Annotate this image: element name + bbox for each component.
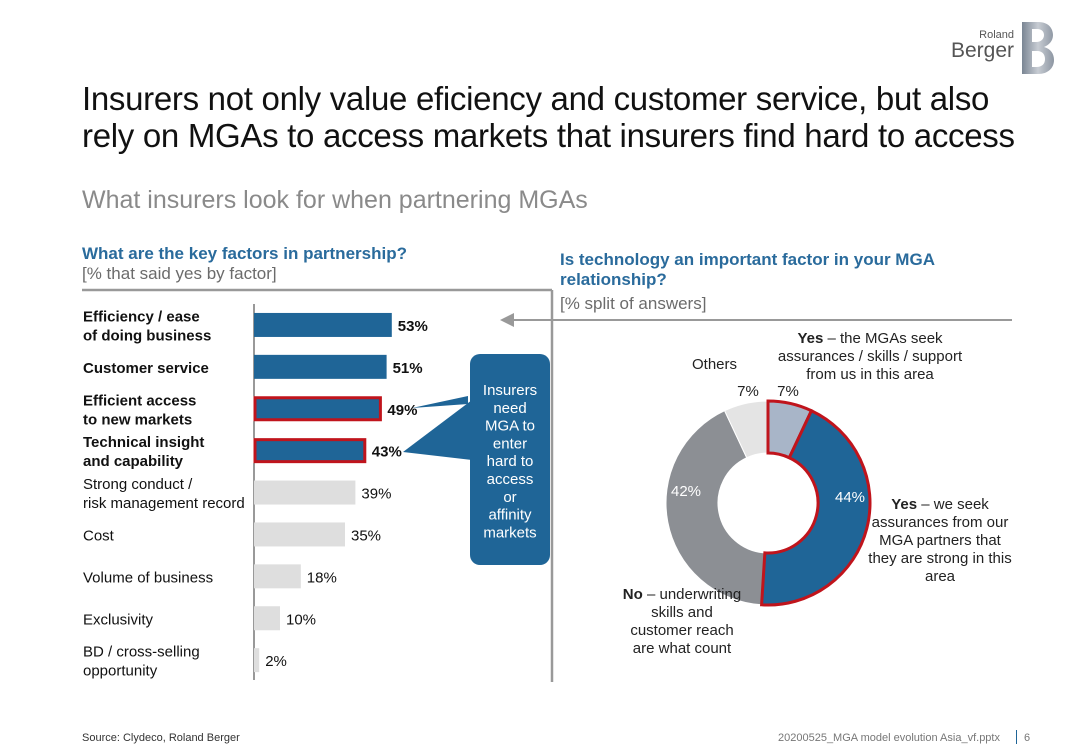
bar-7 [254,606,280,631]
bar-value-label: 10% [286,611,316,628]
callout-line: enter [493,435,527,452]
category-label: Efficiency / ease [83,308,200,325]
right-unit: [% split of answers] [560,294,707,313]
donut-slice-label: 42% [671,483,701,500]
annotation-no: No – underwriting skills and customer re… [612,586,752,658]
bar-0 [254,312,392,337]
bar-5 [254,522,345,547]
callout-line: Insurers [483,382,537,399]
annotation-yes-strong-l4: they are strong in this [868,550,1012,567]
footer-page: 6 [1024,732,1031,744]
annotation-others: Others [692,356,738,373]
annotation-no-l1: – underwriting [642,586,742,603]
annotation-yes-strong-l5: area [924,568,956,585]
annotation-yes-skills-bold: Yes [797,330,824,347]
bar-6 [254,564,301,589]
annotation-yes-strong-l3: MGA partners that [879,532,1001,549]
category-label: of doing business [83,327,211,344]
logo-mark-icon [1022,22,1054,74]
bar-value-label: 18% [307,569,337,586]
right-question: Is technology an important factor in you… [560,250,935,289]
bar-value-label: 2% [265,653,287,670]
donut-slice-1 [760,408,872,607]
callout-pointer-bottom [403,400,472,460]
bar-4 [254,480,356,505]
category-label: BD / cross-selling [83,644,200,661]
category-label: Volume of business [83,569,213,586]
category-label: to new markets [83,411,192,428]
donut-slice-label: 7% [777,383,799,400]
category-label: opportunity [83,663,158,680]
category-label: Efficient access [83,392,196,409]
bar-value-label: 51% [393,360,423,377]
left-unit: [% that said yes by factor] [82,264,277,283]
callout-line: hard to [487,453,534,470]
footer-separator [1016,730,1017,744]
bar-3 [253,438,367,464]
page-title: Insurers not only value eficiency and cu… [82,80,1015,154]
logo-text-roland: Roland [979,29,1014,41]
donut-slice-label: 7% [737,383,759,400]
bar-value-label: 39% [361,486,391,503]
roland-berger-logo: Roland Berger [940,20,1060,76]
bar-value-label: 35% [351,527,381,544]
bar-value-label: 49% [387,402,417,419]
annotation-yes-strong-l2: assurances from our [871,514,1009,531]
annotation-no-bold: No [622,586,643,603]
footer-file: 20200525_MGA model evolution Asia_vf.ppt… [778,732,1000,744]
footer-source: Source: Clydeco, Roland Berger [82,732,240,744]
callout-line: or [503,489,516,506]
category-label: risk management record [83,495,245,512]
callout-line: MGA to [485,418,535,435]
callout-text: Insurers need MGA to enter hard to access or af… [483,382,537,541]
bar-1 [254,354,387,379]
logo-text-berger: Berger [950,39,1014,62]
bar-2 [253,396,382,422]
category-label: Technical insight [83,434,204,451]
category-label: Cost [83,527,115,544]
annotation-yes-skills-l3: from us in this area [806,366,934,383]
annotation-yes-skills-l1: – the MGAs seek [823,330,943,347]
bar-8 [254,648,260,673]
category-label: Customer service [83,360,209,377]
callout-box [470,354,550,565]
left-question: What are the key factors in partnership? [82,244,407,263]
annotation-yes-strong-bold: Yes [891,496,918,513]
annotation-no-l3: customer reach [630,622,734,639]
category-label: Strong conduct / [83,476,193,493]
annotation-no-l4: are what count [632,640,732,657]
annotation-yes-strong-l1: – we seek [917,496,989,513]
callout-line: access [487,471,534,488]
bar-value-label: 43% [372,444,402,461]
category-label: Exclusivity [83,611,154,628]
annotation-yes-strong: Yes – we seek assurances from our MGA pa… [862,496,1018,586]
category-label: and capability [83,453,184,470]
bar-value-label: 53% [398,318,428,335]
annotation-yes-skills-l2: assurances / skills / support [777,348,963,365]
annotation-no-l2: skills and [651,604,713,621]
donut-slice-label: 44% [835,489,865,506]
page-subtitle: What insurers look for when partnering M… [82,186,588,214]
callout-line: markets [483,524,536,541]
annotation-yes-skills: Yes – the MGAs seek assurances / skills … [760,330,980,384]
callout-line: affinity [488,507,532,524]
callout-line: need [493,400,526,417]
arrow-left-icon [500,313,514,327]
donut-slice-2 [665,410,766,606]
callout-pointer-top [412,396,468,408]
